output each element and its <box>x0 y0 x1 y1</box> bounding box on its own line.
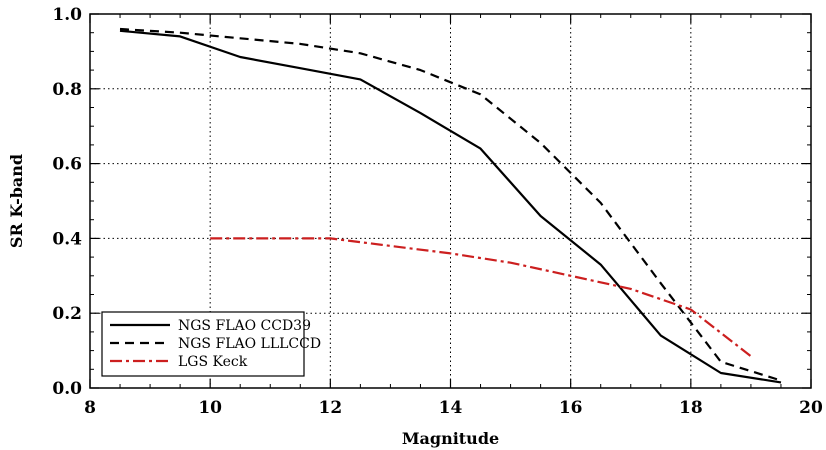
x-tick-label: 8 <box>84 398 96 418</box>
x-tick-label: 12 <box>318 398 342 418</box>
legend-label: NGS FLAO CCD39 <box>178 318 311 334</box>
y-tick-label: 1.0 <box>52 5 82 25</box>
x-tick-label: 16 <box>559 398 583 418</box>
x-tick-label: 14 <box>439 398 463 418</box>
y-axis-label: SR K-band <box>7 154 26 248</box>
series-line-ngs-flao-ccd39 <box>119 29 782 384</box>
y-tick-label: 0.4 <box>52 229 82 249</box>
y-tick-label: 0.8 <box>52 80 82 100</box>
series-line-ngs-flao-lllccd <box>119 27 782 382</box>
x-tick-label: 20 <box>799 398 823 418</box>
y-tick-label: 0.0 <box>52 379 82 399</box>
y-tick-label: 0.6 <box>52 155 82 175</box>
legend-label: NGS FLAO LLLCCD <box>178 336 321 352</box>
legend: NGS FLAO CCD39 NGS FLAO LLLCCD LGS Keck <box>101 311 321 377</box>
axis-ticks <box>89 13 812 389</box>
x-tick-label: 10 <box>198 398 222 418</box>
series-line-lgs-keck <box>210 237 752 358</box>
y-tick-label: 0.2 <box>52 304 82 324</box>
legend-label: LGS Keck <box>178 354 248 370</box>
x-tick-label: 18 <box>679 398 703 418</box>
tick-labels: 8 10 12 14 16 18 20 0.0 0.2 0.4 0.6 0.8 1.0 <box>52 5 823 418</box>
x-axis-label: Magnitude <box>402 429 499 448</box>
legend-box <box>101 311 305 377</box>
series-lines <box>119 27 782 384</box>
